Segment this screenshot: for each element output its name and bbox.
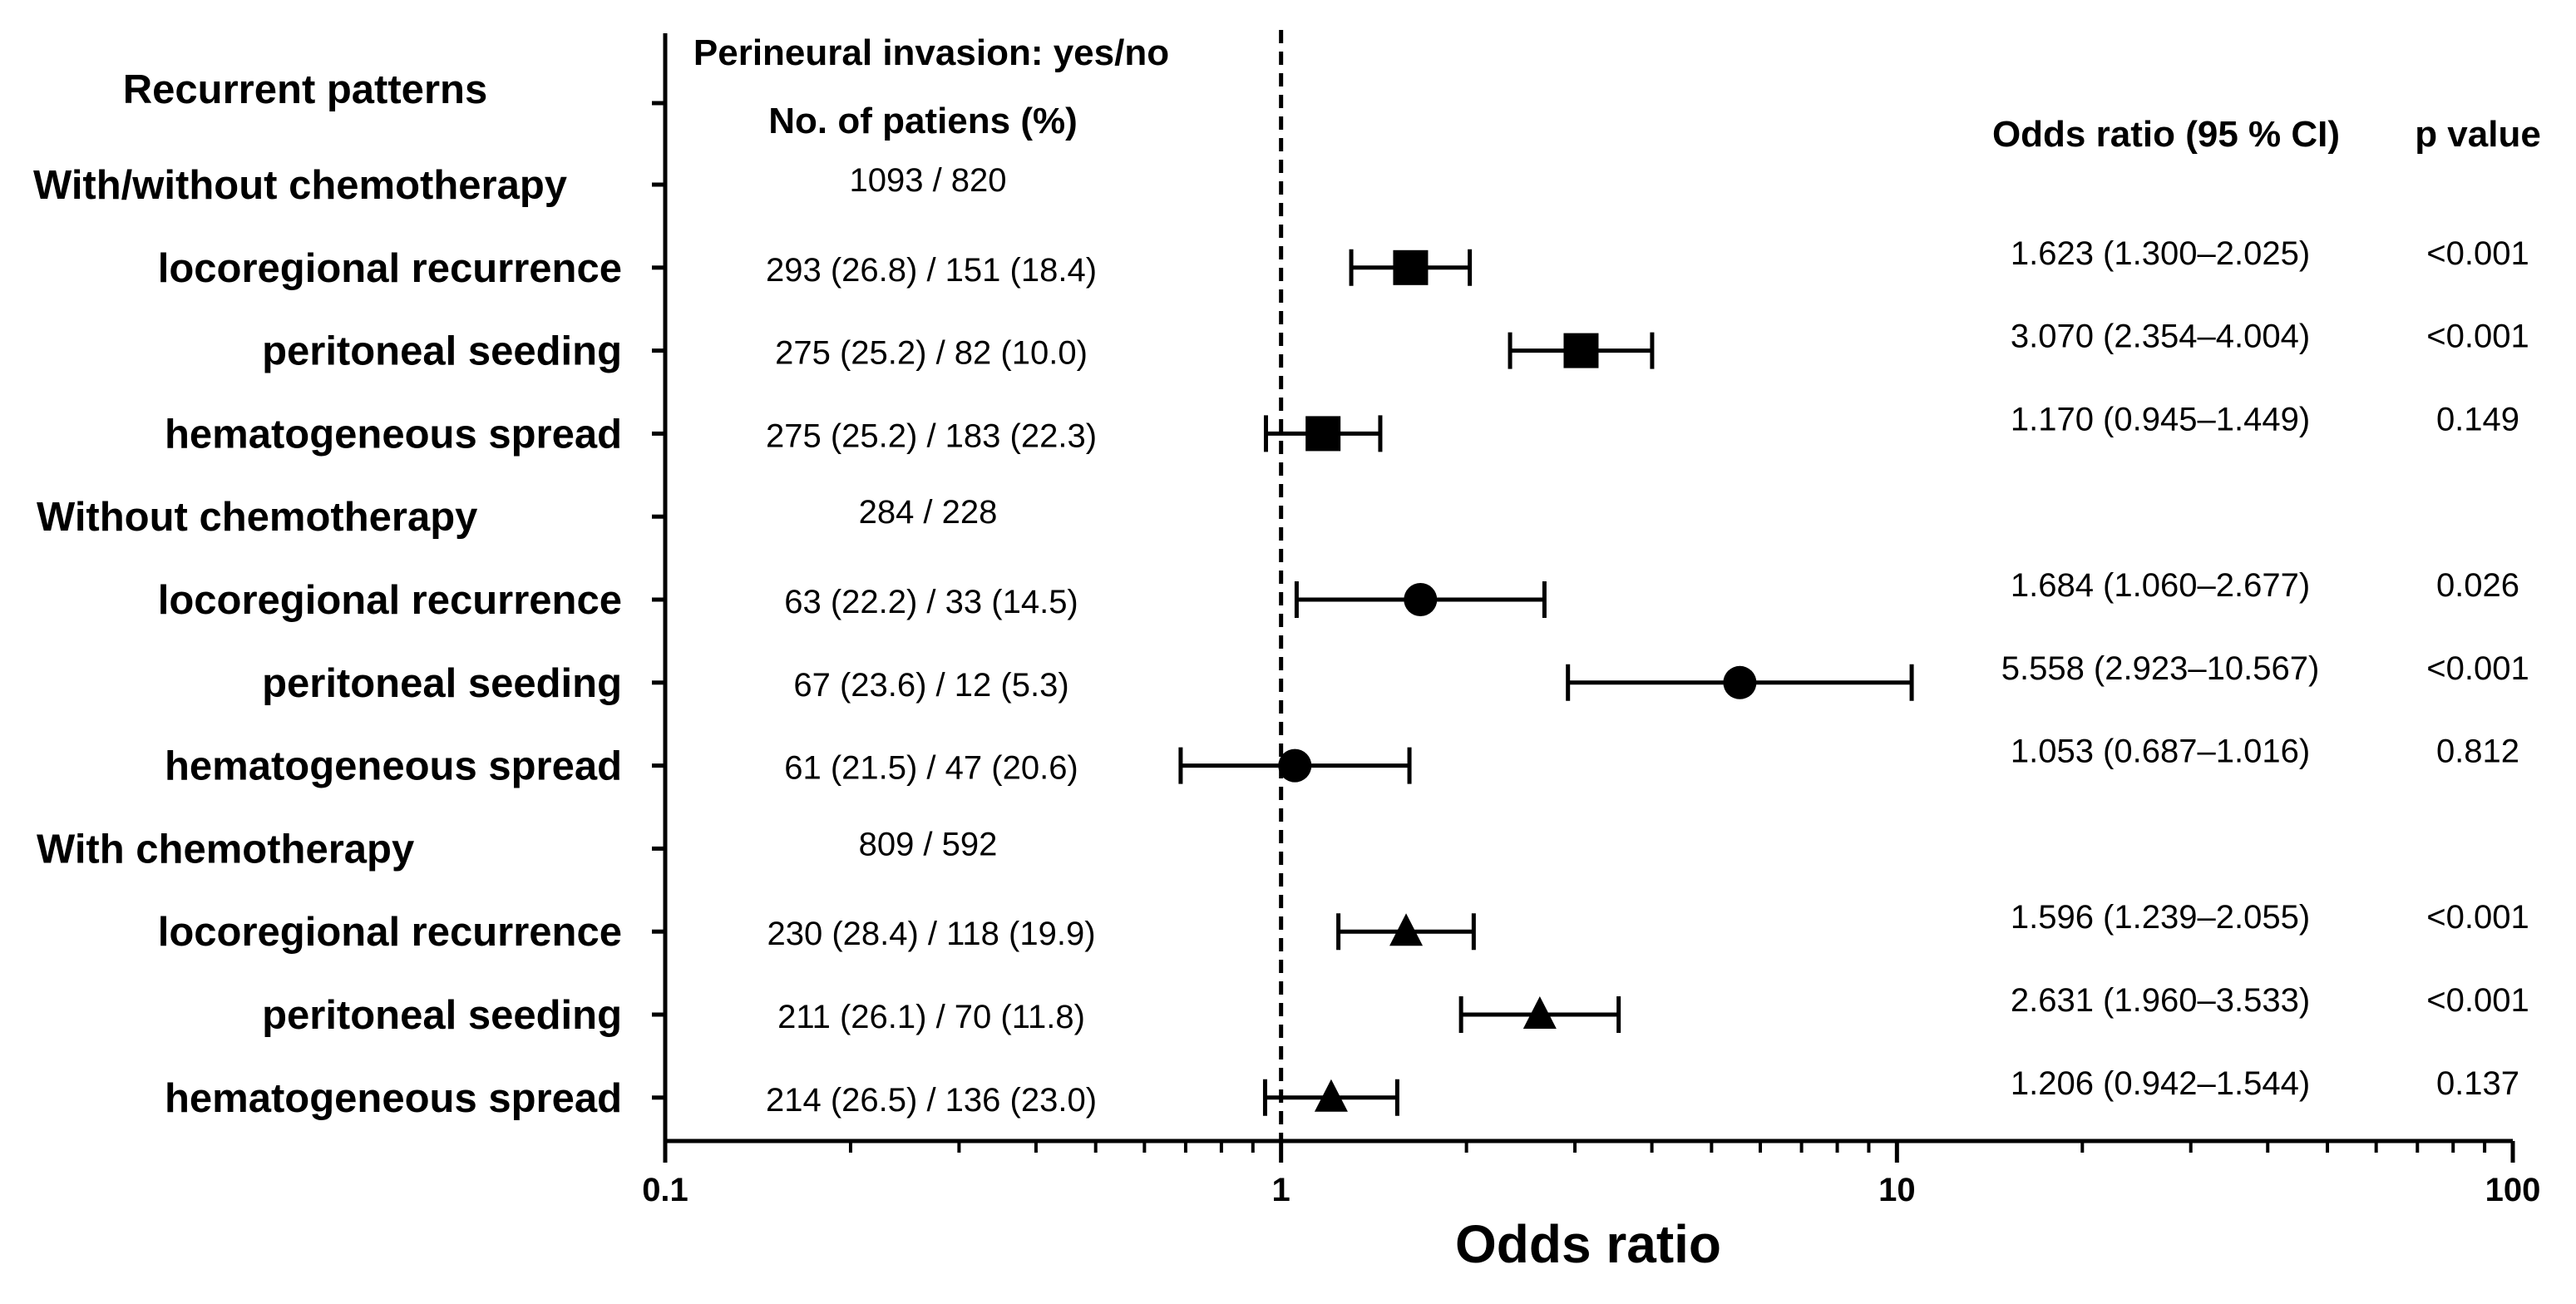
x-tick-label: 100 — [2485, 1172, 2541, 1208]
row-counts: 809 / 592 — [859, 826, 998, 862]
outcome-row: hematogeneous spread 61 (21.5) / 47 (20.6… — [165, 734, 2519, 789]
row-label: With chemotherapy — [37, 827, 414, 872]
header-p-value: p value — [2415, 114, 2541, 155]
outcome-row: locoregional recurrence 230 (28.4) / 118 … — [158, 899, 2529, 955]
x-tick-label: 0.1 — [642, 1172, 688, 1208]
point-marker-square — [1393, 249, 1429, 285]
point-marker-circle — [1723, 665, 1757, 699]
row-label: hematogeneous spread — [165, 412, 622, 457]
outcome-row: peritoneal seeding 211 (26.1) / 70 (11.8)… — [262, 982, 2529, 1038]
row-label: hematogeneous spread — [165, 1076, 622, 1121]
odds-ratio-ci-text: 1.206 (0.942–1.544) — [2011, 1065, 2310, 1102]
row-label: locoregional recurrence — [158, 910, 622, 955]
point-marker-triangle — [1522, 996, 1557, 1029]
forest-rows: With/without chemotherapy 1093 / 820 locor… — [33, 162, 2529, 1121]
group-row: With/without chemotherapy 1093 / 820 — [33, 162, 1007, 208]
odds-ratio-ci-text: 1.596 (1.239–2.055) — [2011, 899, 2310, 936]
outcome-row: hematogeneous spread 275 (25.2) / 183 (22… — [165, 401, 2519, 457]
p-value-text: 0.137 — [2436, 1065, 2519, 1102]
odds-ratio-ci-text: 1.170 (0.945–1.449) — [2011, 401, 2310, 437]
row-counts: 67 (23.6) / 12 (5.3) — [793, 667, 1068, 704]
outcome-row: hematogeneous spread 214 (26.5) / 136 (23… — [165, 1065, 2519, 1121]
row-label: locoregional recurrence — [158, 578, 622, 623]
header-odds-ratio-ci: Odds ratio (95 % CI) — [1992, 114, 2340, 155]
p-value-text: <0.001 — [2426, 982, 2529, 1019]
odds-ratio-ci-text: 2.631 (1.960–3.533) — [2011, 982, 2310, 1019]
p-value-text: <0.001 — [2426, 899, 2529, 936]
p-value-text: 0.026 — [2436, 567, 2519, 604]
row-counts: 61 (21.5) / 47 (20.6) — [784, 750, 1078, 787]
row-counts: 211 (26.1) / 70 (11.8) — [777, 999, 1085, 1035]
point-marker-circle — [1404, 583, 1438, 616]
row-label: peritoneal seeding — [262, 993, 622, 1038]
row-counts: 63 (22.2) / 33 (14.5) — [784, 584, 1078, 620]
x-tick-label: 10 — [1878, 1172, 1916, 1208]
odds-ratio-ci-text: 1.053 (0.687–1.016) — [2011, 734, 2310, 770]
row-counts: 1093 / 820 — [849, 162, 1006, 199]
p-value-text: 0.812 — [2436, 734, 2519, 770]
point-marker-triangle — [1314, 1079, 1348, 1112]
row-label: Without chemotherapy — [37, 495, 477, 540]
point-marker-triangle — [1389, 913, 1424, 946]
point-marker-square — [1563, 333, 1599, 368]
odds-ratio-ci-text: 1.623 (1.300–2.025) — [2011, 235, 2310, 272]
header-counts-line1: Perineural invasion: yes/no — [693, 32, 1169, 73]
row-counts: 275 (25.2) / 82 (10.0) — [775, 335, 1088, 372]
p-value-text: <0.001 — [2426, 235, 2529, 272]
row-label: peritoneal seeding — [262, 329, 622, 374]
p-value-text: <0.001 — [2426, 650, 2529, 687]
point-marker-square — [1305, 416, 1341, 452]
header-counts-line2: No. of patiens (%) — [768, 101, 1078, 141]
header-recurrent-patterns: Recurrent patterns — [123, 67, 487, 112]
p-value-text: 0.149 — [2436, 401, 2519, 437]
axes: 0.1 1 10 100 — [642, 30, 2540, 1208]
outcome-row: locoregional recurrence 63 (22.2) / 33 (1… — [158, 567, 2519, 623]
row-counts: 284 / 228 — [859, 494, 998, 531]
odds-ratio-ci-text: 1.684 (1.060–2.677) — [2011, 567, 2310, 604]
group-row: With chemotherapy 809 / 592 — [37, 826, 997, 872]
row-counts: 293 (26.8) / 151 (18.4) — [766, 252, 1097, 289]
column-headers: Recurrent patterns Perineural invasion: … — [123, 32, 2541, 155]
row-counts: 214 (26.5) / 136 (23.0) — [766, 1082, 1097, 1119]
point-marker-circle — [1278, 748, 1312, 783]
p-value-text: <0.001 — [2426, 319, 2529, 355]
outcome-row: peritoneal seeding 67 (23.6) / 12 (5.3) 5.… — [262, 650, 2529, 706]
outcome-row: peritoneal seeding 275 (25.2) / 82 (10.0)… — [262, 319, 2529, 374]
odds-ratio-ci-text: 3.070 (2.354–4.004) — [2011, 319, 2310, 355]
odds-ratio-ci-text: 5.558 (2.923–10.567) — [2001, 650, 2320, 687]
row-label: hematogeneous spread — [165, 744, 622, 789]
row-label: With/without chemotherapy — [33, 163, 567, 208]
row-counts: 230 (28.4) / 118 (19.9) — [767, 916, 1095, 952]
row-counts: 275 (25.2) / 183 (22.3) — [766, 417, 1097, 454]
outcome-row: locoregional recurrence 293 (26.8) / 151 … — [158, 235, 2529, 291]
x-axis-label: Odds ratio — [1455, 1214, 1721, 1274]
row-label: peritoneal seeding — [262, 661, 622, 706]
group-row: Without chemotherapy 284 / 228 — [37, 494, 997, 540]
x-tick-label: 1 — [1272, 1172, 1290, 1208]
row-label: locoregional recurrence — [158, 246, 622, 291]
